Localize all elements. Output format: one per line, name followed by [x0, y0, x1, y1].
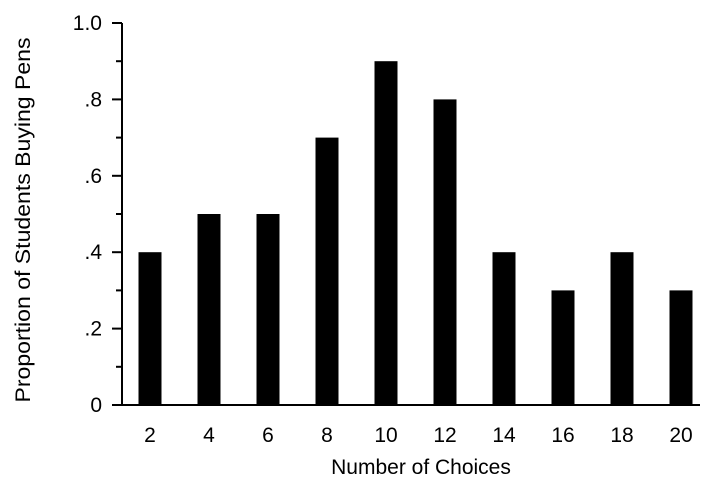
x-tick-label: 18 — [610, 424, 633, 447]
bar-8 — [315, 137, 339, 405]
bar-6 — [256, 214, 280, 405]
x-tick-label: 14 — [492, 424, 516, 447]
bar-10 — [374, 61, 398, 405]
x-tick-label: 8 — [321, 424, 333, 447]
x-tick-label: 4 — [203, 424, 215, 447]
y-tick-label: .6 — [84, 165, 102, 188]
x-tick-label: 2 — [144, 424, 156, 447]
bar-20 — [669, 290, 693, 405]
bar-2 — [138, 252, 162, 405]
y-tick-label: .4 — [84, 241, 102, 264]
x-tick-label: 20 — [669, 424, 692, 447]
x-axis-ticks: 2 4 6 8 10 12 14 16 18 20 — [144, 424, 693, 447]
x-tick-label: 6 — [262, 424, 274, 447]
x-tick-label: 10 — [374, 424, 397, 447]
y-axis-ticks: 0 .2 .4 .6 .8 1.0 — [73, 12, 122, 417]
bar-12 — [433, 99, 457, 406]
x-tick-label: 16 — [551, 424, 574, 447]
bars-group — [138, 61, 693, 406]
bar-18 — [610, 252, 634, 405]
bar-4 — [197, 214, 221, 405]
y-tick-label: 1.0 — [73, 12, 102, 35]
bar-16 — [551, 290, 575, 405]
x-tick-label: 12 — [433, 424, 456, 447]
bar-14 — [492, 252, 516, 405]
x-axis-title: Number of Choices — [331, 456, 511, 479]
y-tick-label: .2 — [84, 318, 102, 341]
y-tick-label: .8 — [84, 88, 102, 111]
y-tick-label: 0 — [90, 394, 102, 417]
y-axis-title: Proportion of Students Buying Pens — [12, 38, 35, 403]
